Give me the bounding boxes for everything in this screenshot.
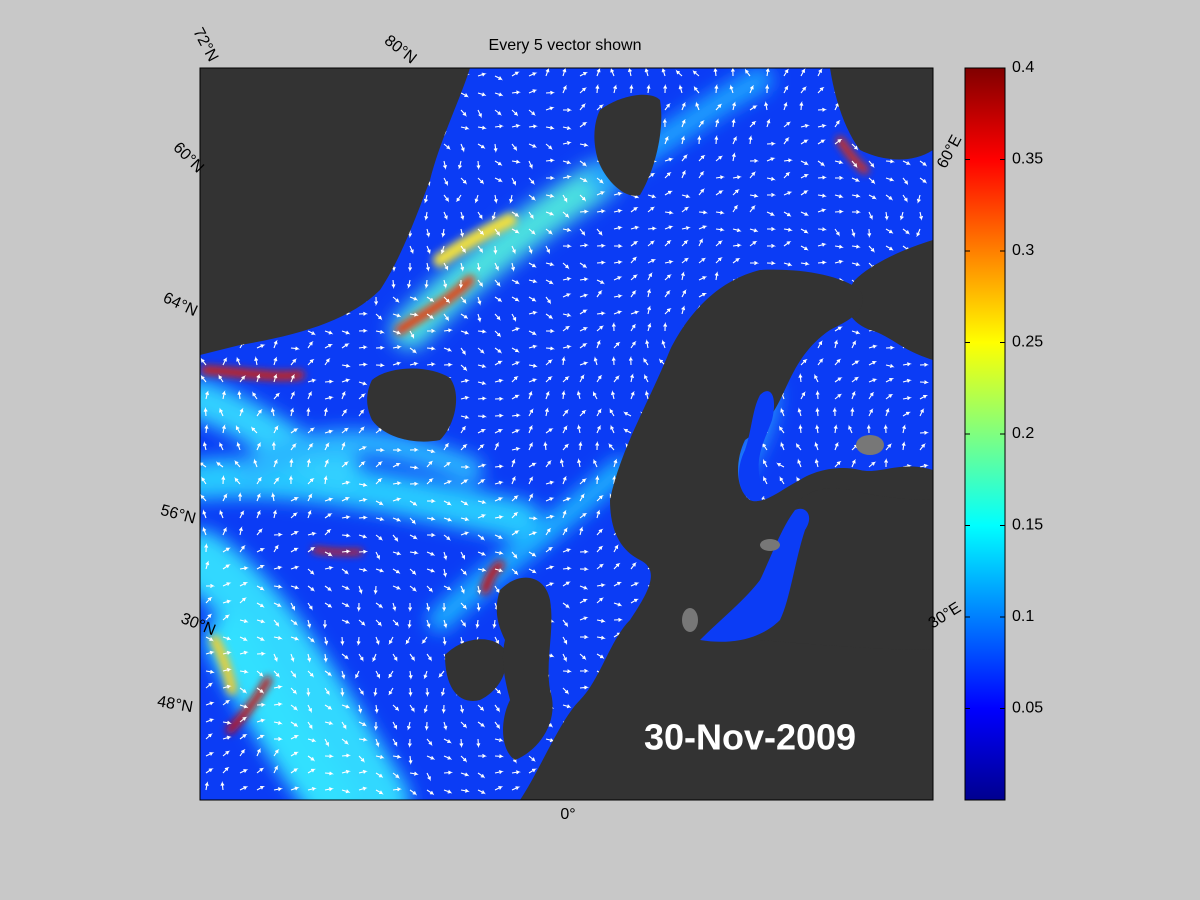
colorbar-tick-label: 0.05 — [1012, 700, 1043, 717]
colorbar-tick-label: 0.25 — [1012, 334, 1043, 351]
colorbar-tick-label: 0.4 — [1012, 59, 1034, 76]
colorbar-tick-label: 0.1 — [1012, 608, 1034, 625]
colorbar-tick-label: 0.3 — [1012, 242, 1034, 259]
date-label: 30-Nov-2009 — [644, 717, 856, 758]
graticule-label: 72°N — [189, 25, 221, 65]
colorbar-scale — [964, 67, 1006, 801]
colorbar-tick-label: 0.15 — [1012, 517, 1043, 534]
baltic — [700, 391, 810, 642]
map-title: Every 5 vector shown — [489, 37, 642, 54]
colorbar-tick-label: 0.2 — [1012, 425, 1034, 442]
graticule-label: 0° — [560, 806, 575, 823]
graticule-label: 64°N — [160, 289, 200, 320]
graticule-label: 80°N — [381, 32, 420, 67]
hotspots — [200, 136, 869, 734]
map-frame — [199, 67, 934, 801]
colorbar-tick-label: 0.35 — [1012, 151, 1043, 168]
graticule-label: 48°N — [156, 693, 194, 716]
map: 30-Nov-2009 — [200, 68, 933, 800]
lakes — [682, 435, 884, 632]
graticule-label: 60°E — [934, 132, 965, 171]
colorbar: 0.05 0.1 0.15 0.2 0.25 0.3 0.35 0.4 — [964, 59, 1043, 801]
graticule-label: 56°N — [159, 502, 198, 528]
